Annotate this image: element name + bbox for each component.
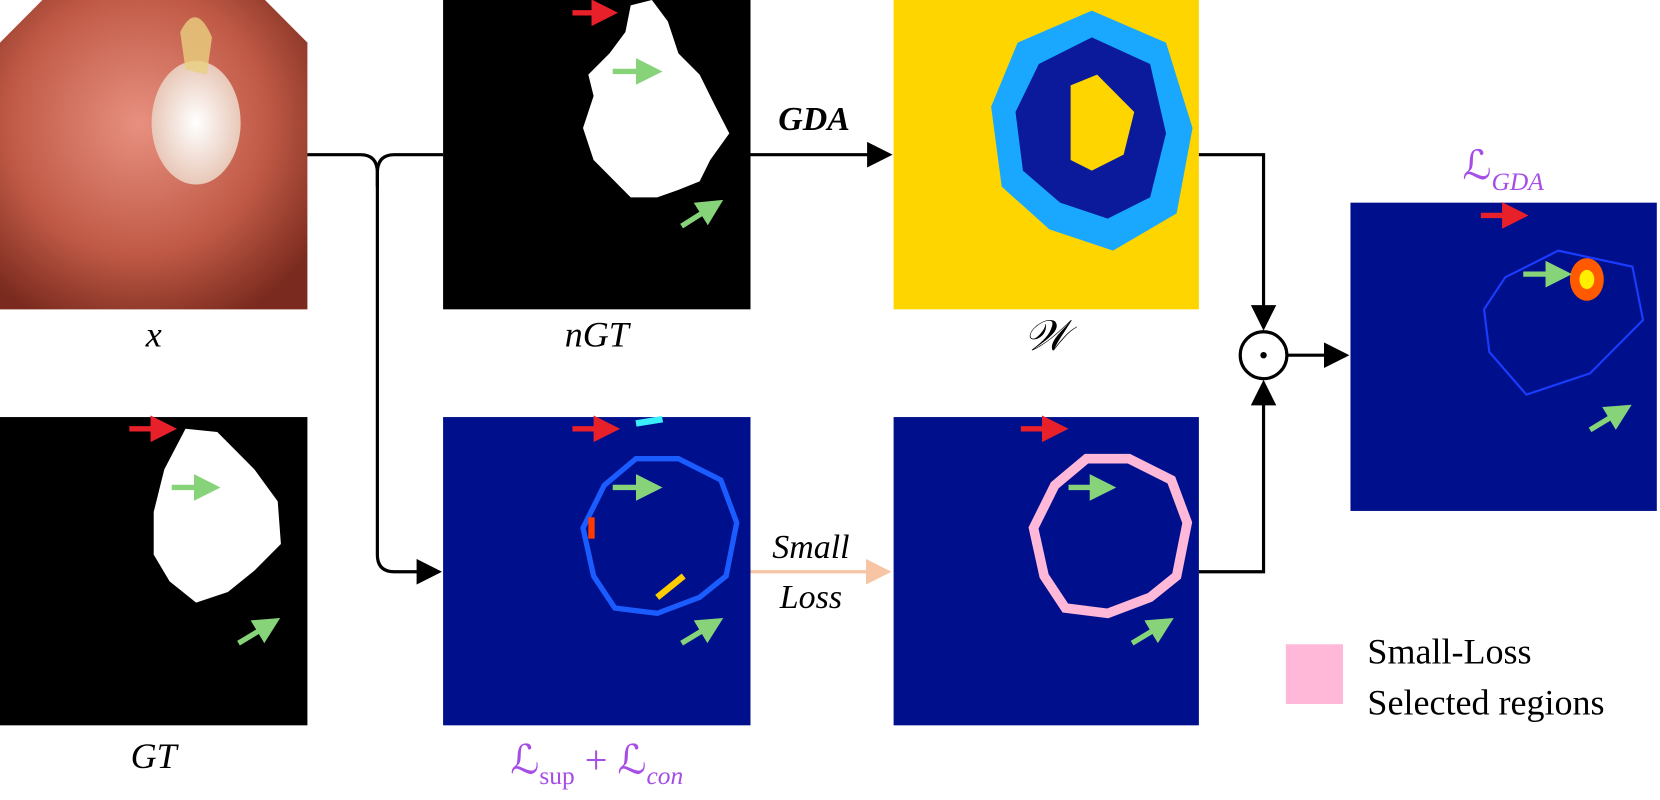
math-subscript: sup: [539, 761, 574, 790]
input-image: [0, 0, 308, 310]
noisy-mask: [443, 0, 751, 310]
legend-label: Selected regions: [1367, 683, 1604, 723]
output-map: [1350, 202, 1657, 511]
legend-swatch: [1285, 644, 1344, 704]
math-symbol: ℒ: [1462, 143, 1491, 188]
indicator-arrows: [129, 0, 1632, 646]
edge-label: Small: [772, 529, 849, 566]
edge-label: GDA: [778, 101, 850, 138]
legend-label: Small-Loss: [1367, 631, 1531, 671]
math-symbol: ℒ: [618, 737, 647, 782]
edge-label: Loss: [779, 579, 842, 616]
panel-label: GT: [131, 736, 180, 776]
math-subscript: GDA: [1491, 167, 1544, 196]
connectors: [307, 141, 1350, 585]
gt-mask: [0, 417, 308, 726]
math-operator: +: [575, 737, 618, 782]
panel-label: ℒGDA: [1462, 143, 1544, 196]
panel-label: x: [145, 315, 162, 355]
selected-map: [893, 417, 1199, 726]
math-symbol: ℒ: [510, 737, 539, 782]
panel-label: 𝒲: [1024, 313, 1078, 360]
weight-map: [893, 0, 1199, 310]
loss-map: [443, 416, 751, 726]
panel-label: nGT: [565, 315, 632, 355]
panel-label: ℒsup + ℒcon: [510, 737, 683, 790]
math-subscript: con: [647, 761, 684, 790]
